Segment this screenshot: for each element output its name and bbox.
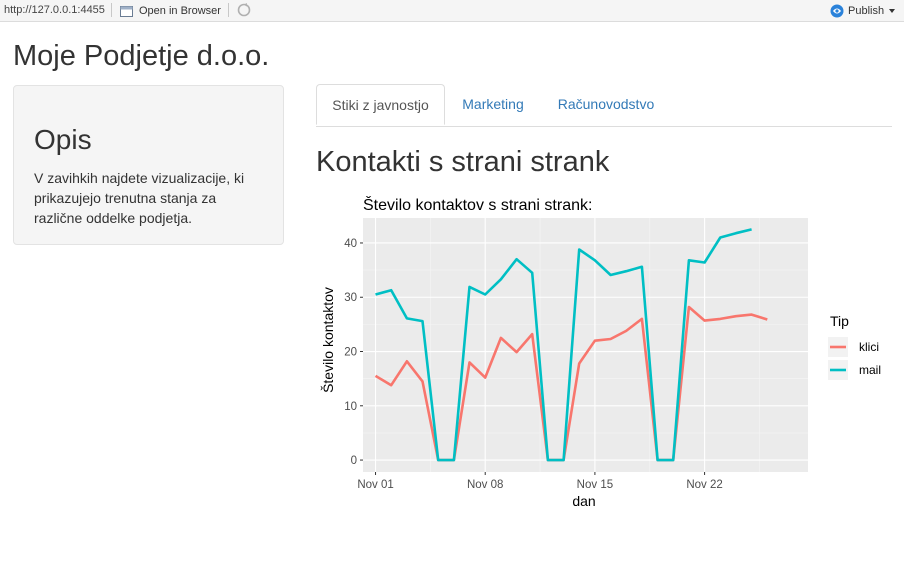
axes: 0 10 20 30 40 Nov 01 Nov 08 Nov 15 Nov 22 — [344, 238, 723, 491]
sidebar-heading: Opis — [34, 124, 92, 155]
tab-marketing[interactable]: Marketing — [462, 96, 524, 112]
y-tick-label: 0 — [351, 455, 357, 467]
toolbar-divider — [111, 3, 112, 17]
browser-window-icon — [120, 5, 133, 17]
url-text: http://127.0.0.1:4455 — [4, 4, 105, 16]
y-axis-label: Število kontaktov — [320, 287, 336, 393]
y-tick-label: 20 — [344, 347, 357, 359]
legend-label-klici: klici — [859, 340, 879, 354]
sidebar-description: V zavihkih najdete vizualizacije, ki pri… — [34, 170, 245, 226]
sidebar-panel: Opis V zavihkih najdete vizualizacije, k… — [13, 85, 284, 245]
open-in-browser-label: Open in Browser — [139, 4, 221, 17]
x-tick-label: Nov 15 — [577, 479, 613, 491]
x-tick-label: Nov 01 — [357, 479, 393, 491]
x-tick-label: Nov 22 — [686, 479, 722, 491]
legend-title: Tip — [830, 313, 849, 329]
publish-button[interactable]: Publish — [830, 2, 896, 19]
toolbar-divider — [228, 3, 229, 17]
open-in-browser-button[interactable]: Open in Browser — [120, 2, 221, 19]
publish-icon — [830, 4, 844, 17]
tab-stiki-z-javnostjo[interactable]: Stiki z javnostjo — [316, 84, 445, 125]
tab-racunovodstvo[interactable]: Računovodstvo — [557, 96, 655, 112]
contacts-line-chart: Število kontaktov s strani strank: 0 10 20… — [320, 195, 881, 509]
grid-lines — [363, 218, 808, 472]
tab-bar: Stiki z javnostjo Marketing Računovodstv… — [316, 84, 892, 127]
plot-panel — [363, 218, 808, 472]
chevron-down-icon — [889, 8, 896, 13]
x-tick-label: Nov 08 — [467, 479, 503, 491]
y-tick-label: 30 — [344, 292, 357, 304]
browser-toolbar: http://127.0.0.1:4455 Open in Browser Pu… — [0, 0, 904, 22]
x-axis-label: dan — [572, 493, 595, 509]
publish-label: Publish — [848, 4, 885, 17]
legend: Tip klici mail — [828, 313, 881, 380]
series-lines — [374, 228, 768, 462]
legend-label-mail: mail — [859, 363, 881, 377]
app-title: Moje Podjetje d.o.o. — [13, 40, 270, 72]
refresh-icon[interactable] — [236, 2, 252, 18]
y-tick-label: 40 — [344, 238, 357, 250]
y-tick-label: 10 — [344, 401, 357, 413]
series-line-mail — [375, 228, 752, 462]
section-heading: Kontakti s strani strank — [316, 146, 610, 178]
chart-title: Število kontaktov s strani strank: — [363, 195, 592, 214]
